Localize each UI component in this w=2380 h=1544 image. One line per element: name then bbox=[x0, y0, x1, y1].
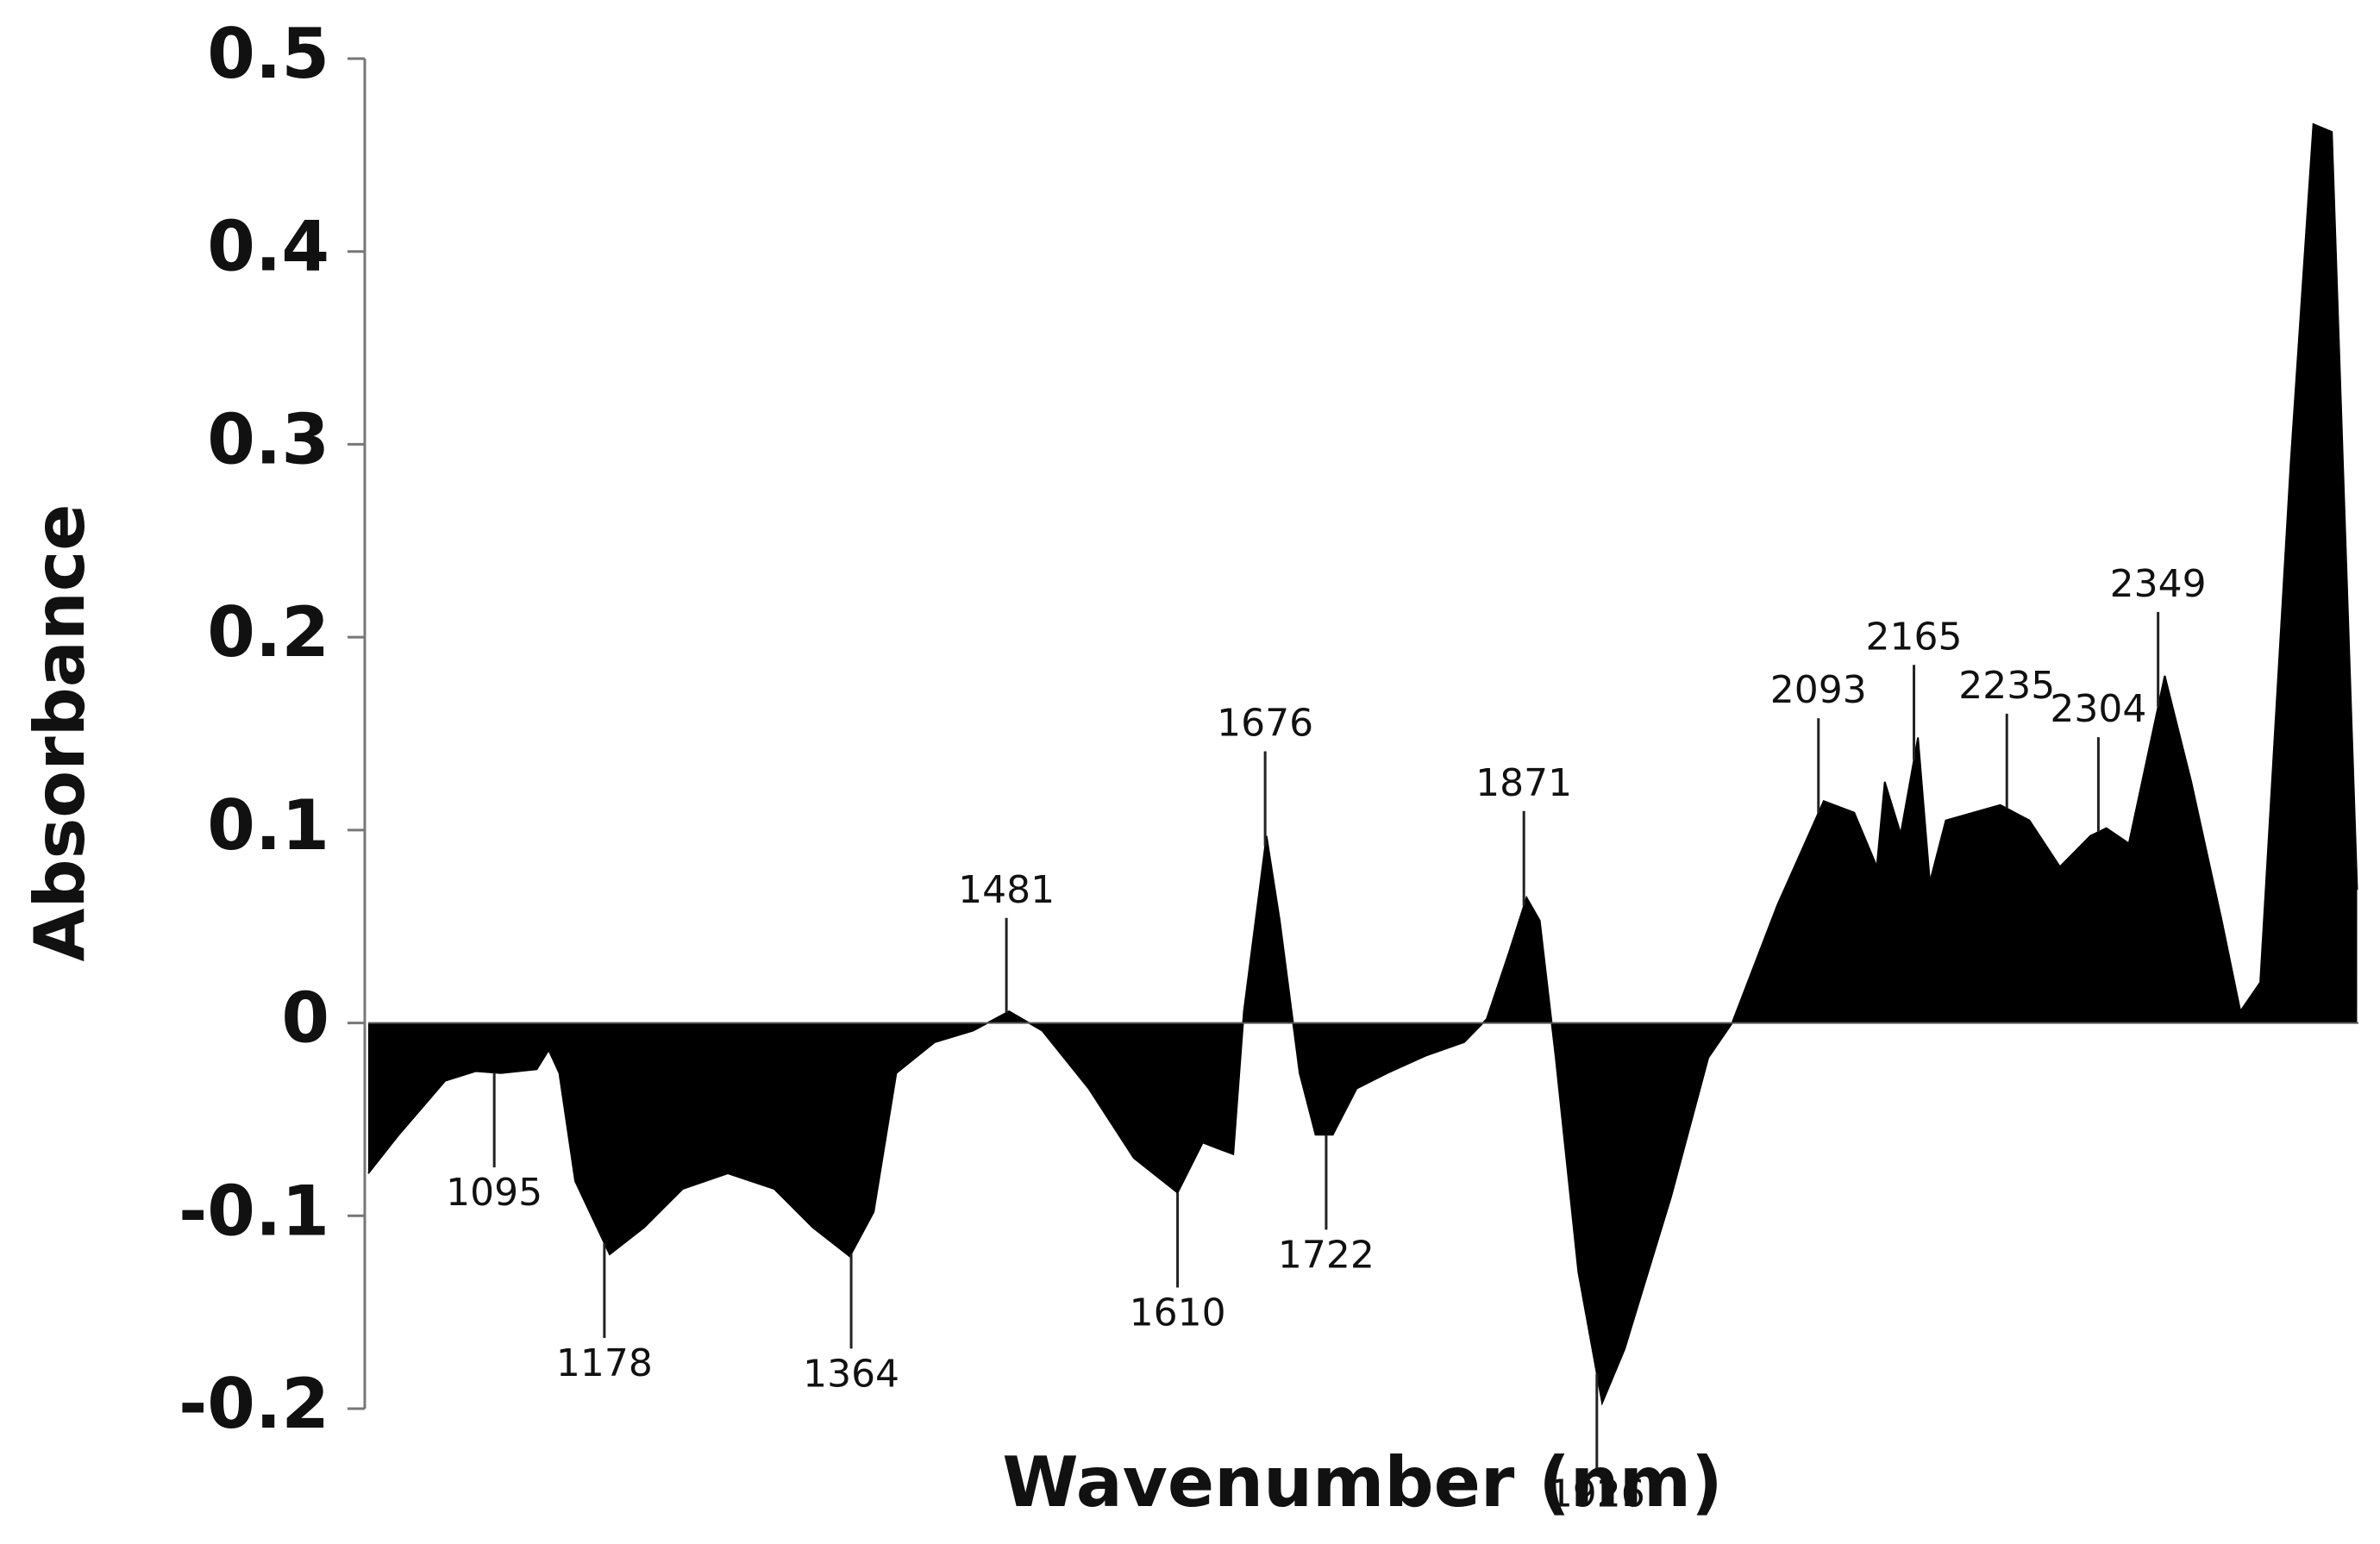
y-tick-label: 0.4 bbox=[207, 207, 329, 287]
peak-label: 1095 bbox=[446, 1171, 542, 1215]
peak-label: 1364 bbox=[803, 1352, 899, 1396]
peak-label: 1178 bbox=[556, 1341, 653, 1385]
peak-label: 2093 bbox=[1770, 668, 1867, 712]
y-axis-title: Absorbance bbox=[20, 503, 100, 961]
y-tick-label: 0 bbox=[281, 978, 329, 1059]
peak-label: 2235 bbox=[1958, 664, 2055, 708]
peak-label: 2165 bbox=[1866, 615, 1963, 659]
y-tick-label: 0.1 bbox=[207, 785, 329, 866]
y-tick-label: 0.2 bbox=[207, 592, 329, 672]
peak-label: 2349 bbox=[2110, 562, 2207, 606]
y-tick-label: -0.2 bbox=[178, 1364, 329, 1444]
peak-label: 1722 bbox=[1278, 1233, 1375, 1277]
y-tick-label: 0.5 bbox=[207, 14, 329, 94]
peak-label: 1926 bbox=[1549, 1472, 1645, 1516]
area-line bbox=[367, 122, 2358, 1406]
peak-label: 1676 bbox=[1217, 702, 1313, 746]
x-axis-title: Wavenumber (nm) bbox=[1002, 1442, 1722, 1522]
area-fill bbox=[368, 124, 2358, 1403]
y-tick-label: 0.3 bbox=[207, 399, 329, 479]
peak-label: 2304 bbox=[2050, 687, 2146, 731]
y-tick-label: -0.1 bbox=[178, 1171, 329, 1251]
peak-label: 1481 bbox=[958, 868, 1055, 912]
peak-label: 1610 bbox=[1130, 1291, 1226, 1335]
peak-label: 1871 bbox=[1475, 761, 1572, 805]
